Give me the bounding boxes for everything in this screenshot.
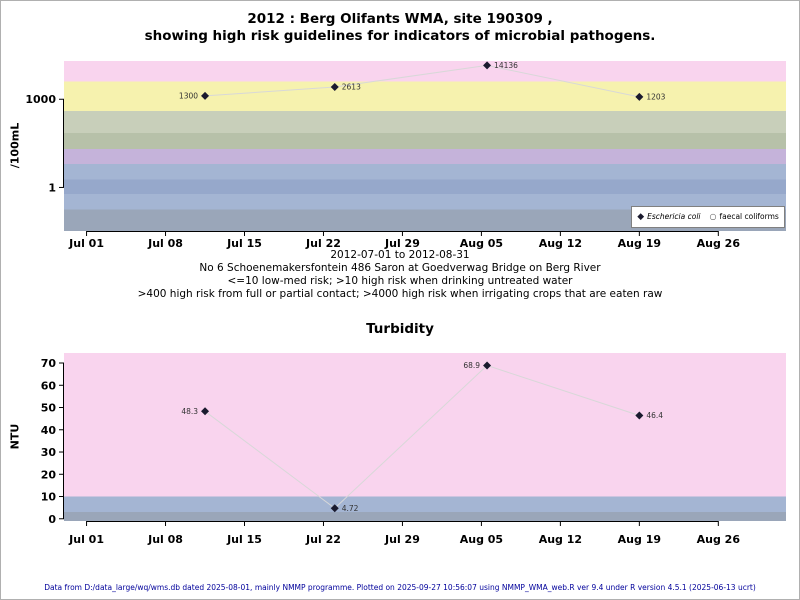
data-point xyxy=(635,92,644,101)
y-tick-label: 50 xyxy=(41,402,57,415)
y-tick-label: 1000 xyxy=(25,93,56,106)
chart1-caption: 2012-07-01 to 2012-08-31 No 6 Schoenemak… xyxy=(1,249,799,301)
legend-label-ecoli: Eschericia coli xyxy=(647,212,701,221)
data-point xyxy=(201,91,210,100)
y-tick-label: 20 xyxy=(41,468,57,481)
series-line xyxy=(204,364,640,509)
legend: ◆ Eschericia coli ○ faecal coliforms xyxy=(631,206,785,228)
point-label: 4.72 xyxy=(342,504,359,513)
x-tick-label: Jul 01 xyxy=(68,533,104,546)
guideline-band xyxy=(64,133,786,150)
guideline-band xyxy=(64,61,786,82)
y-tick-label: 40 xyxy=(41,424,57,437)
chart1-title: 2012 : Berg Olifants WMA, site 190309 , … xyxy=(1,11,799,45)
caption-date-range: 2012-07-01 to 2012-08-31 xyxy=(330,249,470,261)
x-tick-label: Jul 29 xyxy=(384,237,420,250)
guideline-band xyxy=(64,110,786,134)
guideline-band xyxy=(64,496,786,513)
caption-risk-contact: >400 high risk from full or partial cont… xyxy=(137,288,663,300)
guideline-band xyxy=(64,179,786,194)
x-tick-label: Jul 15 xyxy=(226,533,262,546)
footer-note: Data from D:/data_large/wq/wms.db dated … xyxy=(44,583,756,592)
x-tick-label: Aug 19 xyxy=(618,237,661,250)
x-tick-label: Jul 08 xyxy=(147,237,183,250)
y-tick-label: 1 xyxy=(48,181,56,194)
guideline-band xyxy=(64,163,786,180)
x-tick-label: Aug 05 xyxy=(460,533,503,546)
x-tick-label: Jul 01 xyxy=(68,237,104,250)
circle-marker-icon: ○ xyxy=(709,212,717,221)
series-line xyxy=(204,64,640,98)
point-label: 48.3 xyxy=(181,407,198,416)
point-label: 1300 xyxy=(179,91,198,100)
x-tick-label: Aug 19 xyxy=(618,533,661,546)
legend-item-ecoli: ◆ Eschericia coli xyxy=(637,212,701,222)
guideline-band xyxy=(64,149,786,164)
x-tick-label: Aug 26 xyxy=(697,237,741,250)
data-point xyxy=(330,82,339,91)
y-tick-label: 0 xyxy=(48,513,56,526)
x-tick-label: Jul 22 xyxy=(305,533,341,546)
y-tick-label: 60 xyxy=(41,379,57,392)
x-tick-label: Jul 22 xyxy=(305,237,341,250)
caption-site: No 6 Schoenemakersfontein 486 Saron at G… xyxy=(199,262,601,274)
x-tick-label: Jul 15 xyxy=(226,237,262,250)
guideline-band xyxy=(64,193,786,210)
chart2-y-axis-label: NTU xyxy=(8,423,22,450)
data-point xyxy=(635,411,644,420)
guideline-band xyxy=(64,81,786,111)
caption-risk-drinking: <=10 low-med risk; >10 high risk when dr… xyxy=(227,275,573,287)
legend-label-faecal: faecal coliforms xyxy=(719,212,779,221)
point-label: 14136 xyxy=(494,61,518,70)
point-label: 2613 xyxy=(342,82,361,91)
y-tick-label: 70 xyxy=(41,357,57,370)
chart1-title-line1: 2012 : Berg Olifants WMA, site 190309 , xyxy=(247,11,553,27)
point-label: 46.4 xyxy=(646,411,663,420)
guideline-band xyxy=(64,353,786,497)
x-tick-label: Jul 29 xyxy=(384,533,420,546)
y-tick-label: 30 xyxy=(41,446,57,459)
data-point xyxy=(330,504,339,513)
diamond-marker-icon: ◆ xyxy=(637,212,645,222)
point-label: 68.9 xyxy=(463,361,480,370)
x-tick-label: Aug 12 xyxy=(539,237,582,250)
chart1-y-axis-label: /100mL xyxy=(8,122,22,169)
data-point xyxy=(483,361,492,370)
data-point xyxy=(201,407,210,416)
chart1-title-line2: showing high risk guidelines for indicat… xyxy=(144,28,656,44)
data-point xyxy=(483,61,492,70)
x-tick-label: Aug 05 xyxy=(460,237,503,250)
x-tick-label: Aug 12 xyxy=(539,533,582,546)
x-tick-label: Jul 08 xyxy=(147,533,183,546)
legend-item-faecal: ○ faecal coliforms xyxy=(710,213,779,221)
guideline-band xyxy=(64,512,786,521)
y-tick-label: 10 xyxy=(41,491,57,504)
guideline-band xyxy=(64,209,786,231)
point-label: 1203 xyxy=(646,92,665,101)
x-tick-label: Aug 26 xyxy=(697,533,741,546)
chart2-title: Turbidity xyxy=(366,321,434,337)
